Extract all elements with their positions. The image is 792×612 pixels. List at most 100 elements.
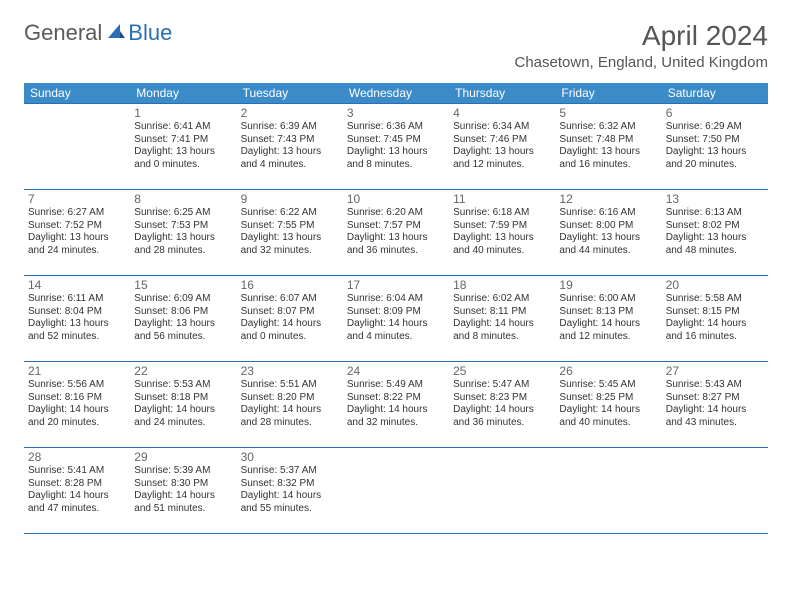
- sunrise-text: Sunrise: 5:45 AM: [559, 379, 657, 392]
- calendar-cell: [449, 448, 555, 534]
- sunrise-text: Sunrise: 6:11 AM: [28, 293, 126, 306]
- sunset-text: Sunset: 8:32 PM: [241, 478, 339, 491]
- logo-sail-icon: [106, 22, 126, 45]
- day-number: 4: [453, 106, 551, 120]
- daylight-text: and 20 minutes.: [28, 417, 126, 430]
- day-number: 12: [559, 192, 657, 206]
- sunrise-text: Sunrise: 6:22 AM: [241, 207, 339, 220]
- calendar-cell: 11Sunrise: 6:18 AMSunset: 7:59 PMDayligh…: [449, 190, 555, 276]
- daylight-text: Daylight: 13 hours: [453, 146, 551, 159]
- calendar-cell: 29Sunrise: 5:39 AMSunset: 8:30 PMDayligh…: [130, 448, 236, 534]
- daylight-text: and 12 minutes.: [453, 159, 551, 172]
- sunrise-text: Sunrise: 5:43 AM: [666, 379, 764, 392]
- sunrise-text: Sunrise: 6:39 AM: [241, 121, 339, 134]
- sunrise-text: Sunrise: 6:09 AM: [134, 293, 232, 306]
- calendar-cell: 9Sunrise: 6:22 AMSunset: 7:55 PMDaylight…: [237, 190, 343, 276]
- day-number: 28: [28, 450, 126, 464]
- daylight-text: and 43 minutes.: [666, 417, 764, 430]
- calendar-cell: 14Sunrise: 6:11 AMSunset: 8:04 PMDayligh…: [24, 276, 130, 362]
- sunset-text: Sunset: 8:06 PM: [134, 306, 232, 319]
- calendar-cell: 2Sunrise: 6:39 AMSunset: 7:43 PMDaylight…: [237, 104, 343, 190]
- sunset-text: Sunset: 8:18 PM: [134, 392, 232, 405]
- sunrise-text: Sunrise: 6:29 AM: [666, 121, 764, 134]
- sunset-text: Sunset: 8:11 PM: [453, 306, 551, 319]
- daylight-text: Daylight: 13 hours: [453, 232, 551, 245]
- calendar-cell: 25Sunrise: 5:47 AMSunset: 8:23 PMDayligh…: [449, 362, 555, 448]
- sunset-text: Sunset: 8:00 PM: [559, 220, 657, 233]
- sunrise-text: Sunrise: 6:34 AM: [453, 121, 551, 134]
- sunrise-text: Sunrise: 5:47 AM: [453, 379, 551, 392]
- sunrise-text: Sunrise: 6:27 AM: [28, 207, 126, 220]
- sunset-text: Sunset: 7:52 PM: [28, 220, 126, 233]
- calendar-cell: 4Sunrise: 6:34 AMSunset: 7:46 PMDaylight…: [449, 104, 555, 190]
- day-number: 3: [347, 106, 445, 120]
- calendar-row: 14Sunrise: 6:11 AMSunset: 8:04 PM Dayligh…: [24, 276, 768, 362]
- daylight-text: and 24 minutes.: [28, 245, 126, 258]
- day-number: 27: [666, 364, 764, 378]
- calendar-row: 1Sunrise: 6:41 AMSunset: 7:41 PMDaylight…: [24, 104, 768, 190]
- calendar-cell: 17Sunrise: 6:04 AMSunset: 8:09 PMDayligh…: [343, 276, 449, 362]
- calendar-cell: 18Sunrise: 6:02 AMSunset: 8:11 PMDayligh…: [449, 276, 555, 362]
- daylight-text: Daylight: 13 hours: [666, 146, 764, 159]
- calendar-cell: 7Sunrise: 6:27 AMSunset: 7:52 PMDaylight…: [24, 190, 130, 276]
- sunset-text: Sunset: 7:57 PM: [347, 220, 445, 233]
- sunrise-text: Sunrise: 6:04 AM: [347, 293, 445, 306]
- daylight-text: Daylight: 14 hours: [134, 490, 232, 503]
- sunset-text: Sunset: 8:07 PM: [241, 306, 339, 319]
- calendar-cell: [24, 104, 130, 190]
- day-number: 29: [134, 450, 232, 464]
- calendar-cell: 8Sunrise: 6:25 AMSunset: 7:53 PMDaylight…: [130, 190, 236, 276]
- daylight-text: Daylight: 14 hours: [134, 404, 232, 417]
- sunrise-text: Sunrise: 6:36 AM: [347, 121, 445, 134]
- day-number: 14: [28, 278, 126, 292]
- day-number: 16: [241, 278, 339, 292]
- daylight-text: and 40 minutes.: [453, 245, 551, 258]
- daylight-text: and 20 minutes.: [666, 159, 764, 172]
- calendar-cell: 10Sunrise: 6:20 AMSunset: 7:57 PMDayligh…: [343, 190, 449, 276]
- daylight-text: and 12 minutes.: [559, 331, 657, 344]
- daylight-text: and 48 minutes.: [666, 245, 764, 258]
- daylight-text: Daylight: 14 hours: [241, 490, 339, 503]
- day-number: 11: [453, 192, 551, 206]
- sunset-text: Sunset: 8:30 PM: [134, 478, 232, 491]
- calendar-cell: 23Sunrise: 5:51 AMSunset: 8:20 PMDayligh…: [237, 362, 343, 448]
- calendar-cell: 30Sunrise: 5:37 AMSunset: 8:32 PMDayligh…: [237, 448, 343, 534]
- daylight-text: Daylight: 14 hours: [666, 318, 764, 331]
- daylight-text: and 16 minutes.: [666, 331, 764, 344]
- sunrise-text: Sunrise: 6:25 AM: [134, 207, 232, 220]
- calendar-cell: 15Sunrise: 6:09 AMSunset: 8:06 PMDayligh…: [130, 276, 236, 362]
- day-number: 13: [666, 192, 764, 206]
- day-number: 6: [666, 106, 764, 120]
- sunset-text: Sunset: 8:27 PM: [666, 392, 764, 405]
- daylight-text: Daylight: 13 hours: [134, 146, 232, 159]
- daylight-text: and 55 minutes.: [241, 503, 339, 516]
- sunrise-text: Sunrise: 6:16 AM: [559, 207, 657, 220]
- daylight-text: Daylight: 13 hours: [241, 232, 339, 245]
- calendar-cell: 27Sunrise: 5:43 AMSunset: 8:27 PMDayligh…: [662, 362, 768, 448]
- calendar-cell: [343, 448, 449, 534]
- sunrise-text: Sunrise: 6:20 AM: [347, 207, 445, 220]
- calendar-cell: 13Sunrise: 6:13 AMSunset: 8:02 PMDayligh…: [662, 190, 768, 276]
- day-number: 26: [559, 364, 657, 378]
- daylight-text: and 44 minutes.: [559, 245, 657, 258]
- sunrise-text: Sunrise: 5:56 AM: [28, 379, 126, 392]
- sunset-text: Sunset: 8:09 PM: [347, 306, 445, 319]
- calendar-cell: 20Sunrise: 5:58 AMSunset: 8:15 PMDayligh…: [662, 276, 768, 362]
- daylight-text: and 40 minutes.: [559, 417, 657, 430]
- daylight-text: and 28 minutes.: [241, 417, 339, 430]
- sunset-text: Sunset: 8:04 PM: [28, 306, 126, 319]
- daylight-text: and 16 minutes.: [559, 159, 657, 172]
- daylight-text: and 0 minutes.: [241, 331, 339, 344]
- daylight-text: Daylight: 13 hours: [241, 146, 339, 159]
- daylight-text: Daylight: 14 hours: [453, 404, 551, 417]
- sunset-text: Sunset: 8:15 PM: [666, 306, 764, 319]
- sunrise-text: Sunrise: 5:41 AM: [28, 465, 126, 478]
- calendar-cell: 21Sunrise: 5:56 AMSunset: 8:16 PMDayligh…: [24, 362, 130, 448]
- daylight-text: Daylight: 14 hours: [28, 490, 126, 503]
- header: General Blue April 2024 Chasetown, Engla…: [0, 0, 792, 75]
- calendar-cell: 12Sunrise: 6:16 AMSunset: 8:00 PMDayligh…: [555, 190, 661, 276]
- sunrise-text: Sunrise: 6:32 AM: [559, 121, 657, 134]
- daylight-text: and 24 minutes.: [134, 417, 232, 430]
- sunset-text: Sunset: 7:48 PM: [559, 134, 657, 147]
- daylight-text: and 36 minutes.: [453, 417, 551, 430]
